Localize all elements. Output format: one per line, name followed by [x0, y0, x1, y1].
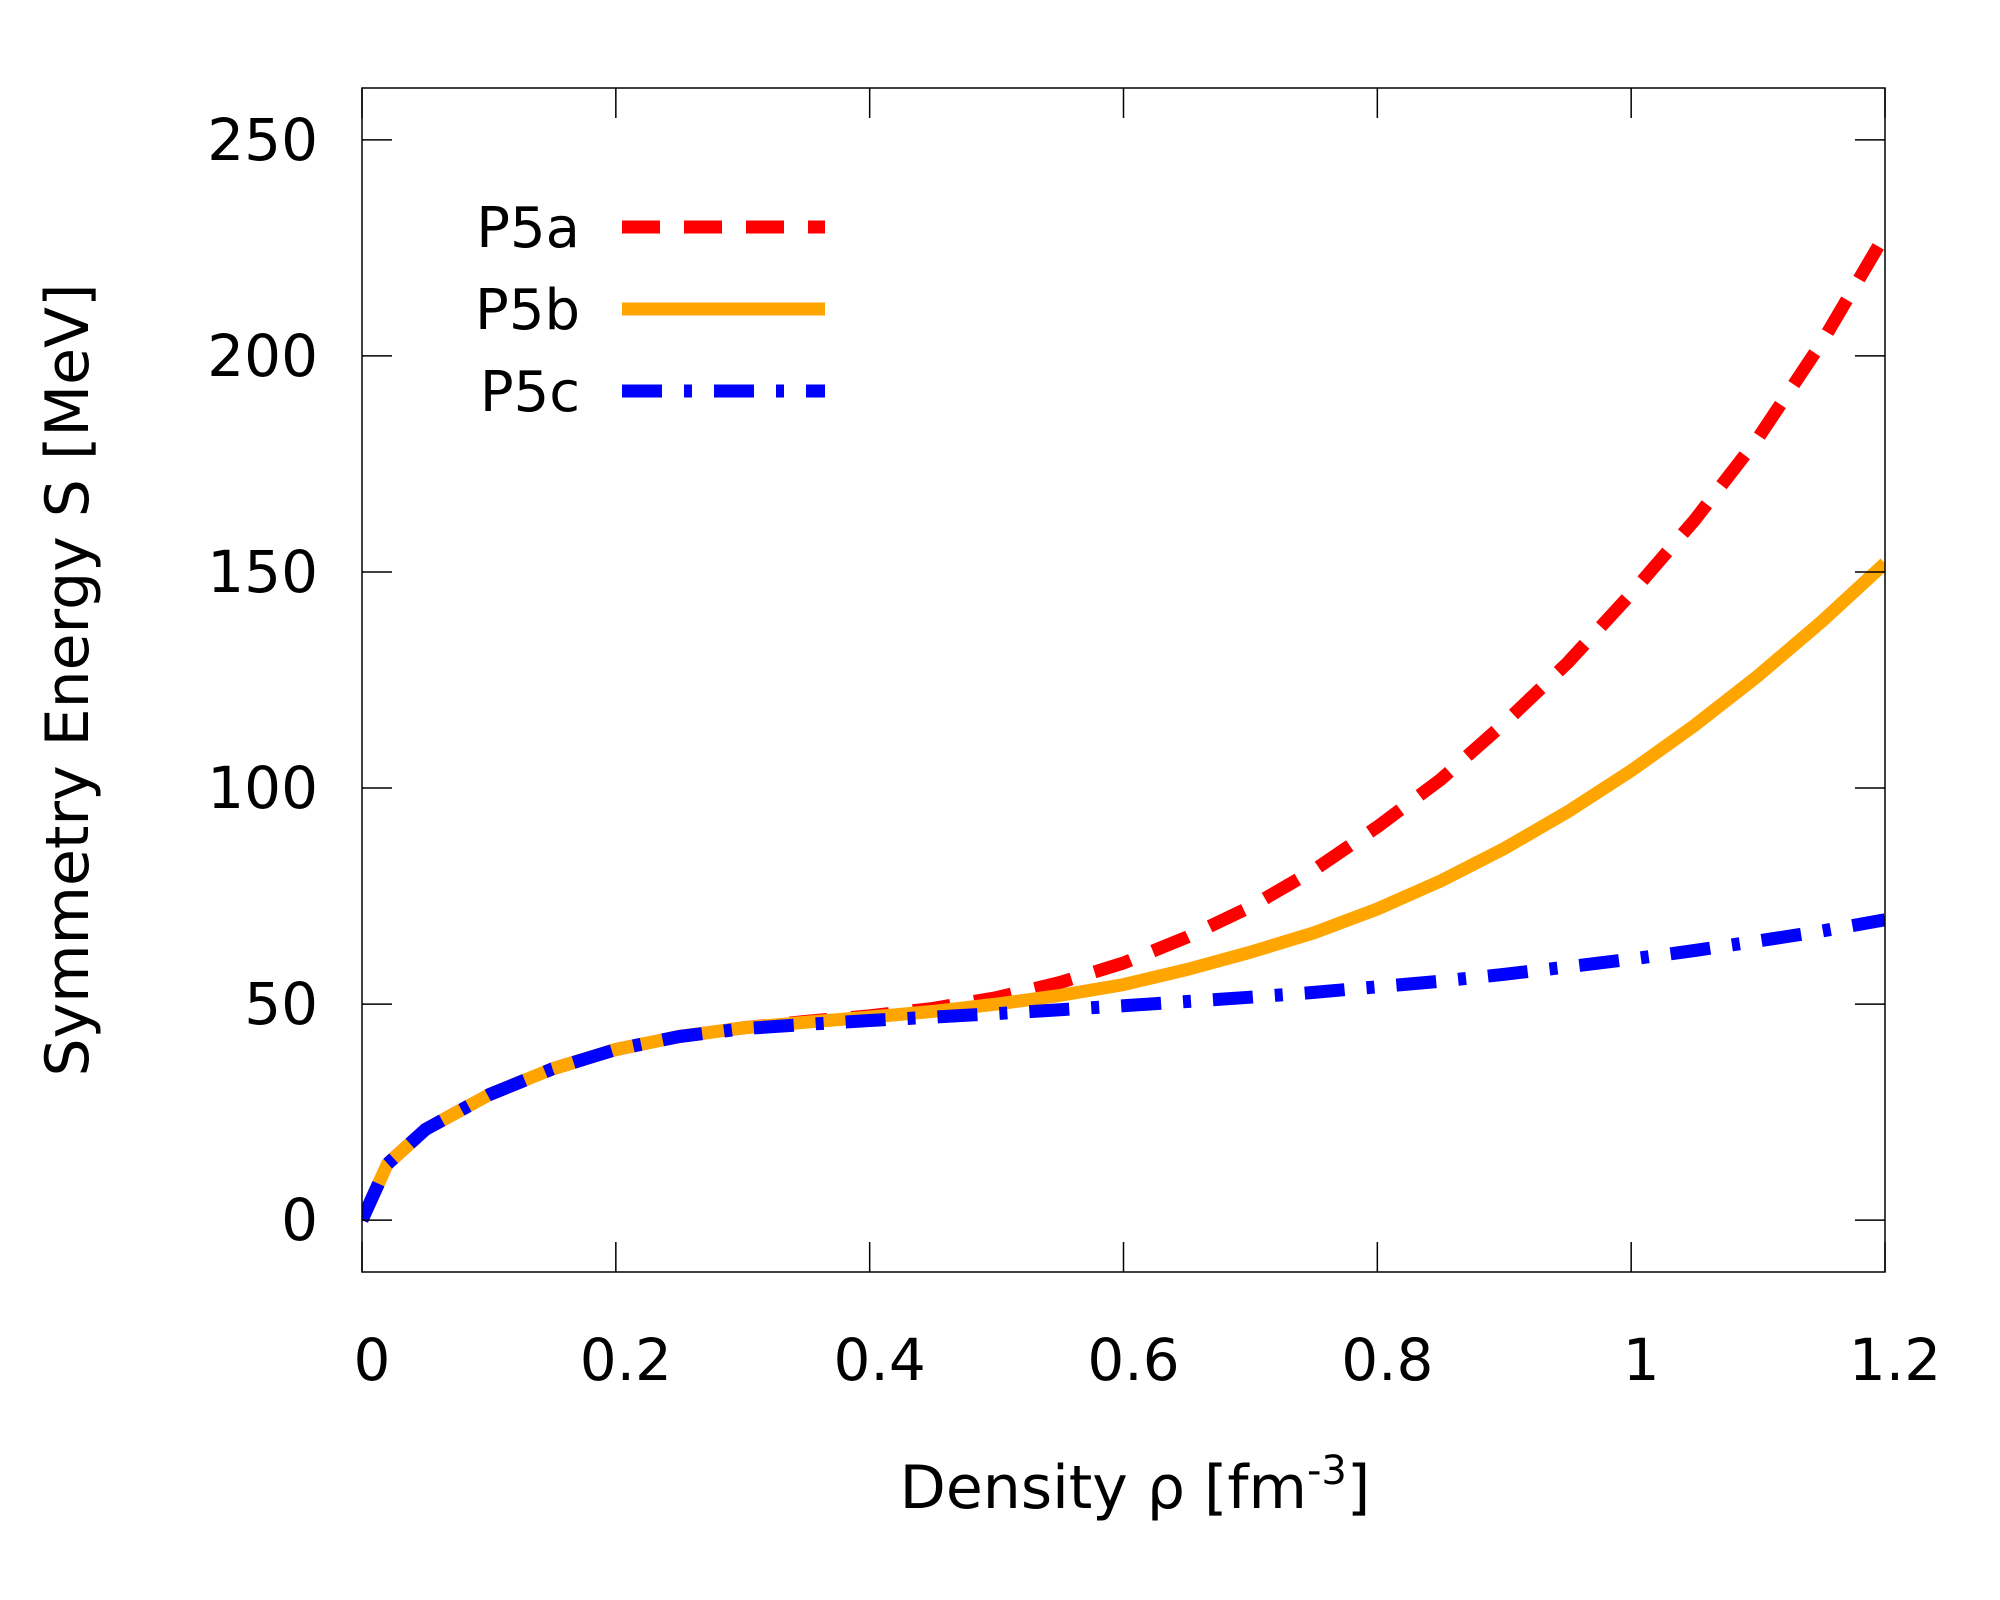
legend: P5a P5b P5c: [475, 196, 825, 425]
x-tick-label: 0.6: [1087, 1326, 1179, 1394]
x-tick-label: 0.8: [1341, 1326, 1433, 1394]
y-tick-label: 150: [207, 538, 318, 606]
series-line-p5a: [362, 231, 1885, 1223]
x-tick-label: 1.2: [1849, 1326, 1941, 1394]
y-tick-label: 50: [244, 970, 318, 1038]
x-axis-title: Density ρ [fm-3]: [900, 1448, 1371, 1523]
x-tick-label: 0.4: [834, 1326, 926, 1394]
axes: 0 0.2 0.4 0.6 0.8 1 1.2 0 50 100 150 200 250 Density …: [33, 87, 1941, 1523]
legend-label-p5b: P5b: [475, 278, 580, 343]
x-tick-label: 0: [354, 1326, 391, 1394]
y-tick-label: 250: [207, 106, 318, 174]
plot-area: [362, 231, 1885, 1223]
y-axis-title: Symmetry Energy S [MeV]: [33, 283, 103, 1076]
y-tick-label: 100: [207, 754, 318, 822]
series-line-p5c: [362, 913, 1885, 1223]
y-tick-label: 0: [281, 1186, 318, 1254]
x-tick-label: 0.2: [580, 1326, 672, 1394]
plot-frame: [361, 87, 1886, 1273]
legend-label-p5c: P5c: [480, 360, 580, 425]
legend-label-p5a: P5a: [476, 196, 580, 261]
y-tick-label: 200: [207, 322, 318, 390]
x-tick-label: 1: [1623, 1326, 1660, 1394]
series-line-p5b: [362, 558, 1885, 1223]
